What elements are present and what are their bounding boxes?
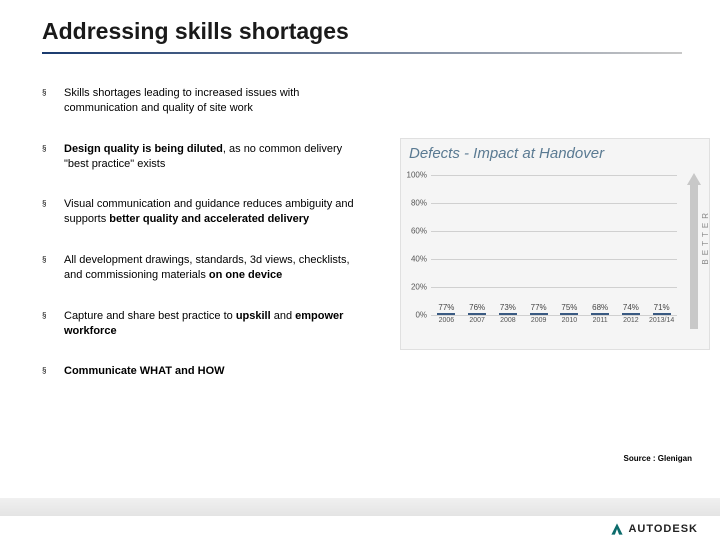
bullet-text: Communicate WHAT and HOW [64,364,225,379]
autodesk-logo: AUTODESK [610,522,698,536]
bullet-mark: § [42,309,64,339]
bullet-text: Capture and share best practice to upski… [64,309,362,339]
title-underline [42,52,682,54]
xlabel: 2009 [523,317,554,324]
gridline [431,203,677,204]
bullet-item: §Capture and share best practice to upsk… [42,309,362,339]
ytick-label: 20% [411,283,427,292]
gridline [431,231,677,232]
bar-value-label: 73% [500,303,516,312]
chart-title: Defects - Impact at Handover [409,145,604,162]
bullet-text: All development drawings, standards, 3d … [64,253,362,283]
bullet-text: Skills shortages leading to increased is… [64,86,362,116]
autodesk-logo-icon [610,522,624,536]
bar-value-label: 76% [469,303,485,312]
defects-chart: Defects - Impact at Handover 77%76%73%77… [400,138,710,350]
bullet-list: §Skills shortages leading to increased i… [42,86,362,405]
bullet-mark: § [42,197,64,227]
bullet-mark: § [42,142,64,172]
ytick-label: 40% [411,255,427,264]
gridline [431,259,677,260]
chart-xlabels: 20062007200820092010201120122013/14 [431,317,677,324]
bullet-text: Visual communication and guidance reduce… [64,197,362,227]
bullet-item: §All development drawings, standards, 3d… [42,253,362,283]
better-arrow [687,173,701,329]
bullet-mark: § [42,364,64,379]
bullet-item: §Design quality is being diluted, as no … [42,142,362,172]
xlabel: 2006 [431,317,462,324]
bar-value-label: 74% [623,303,639,312]
bar-value-label: 68% [592,303,608,312]
source-text: Source : Glenigan [624,454,692,463]
bar-value-label: 77% [438,303,454,312]
bullet-item: §Visual communication and guidance reduc… [42,197,362,227]
xlabel: 2008 [493,317,524,324]
gridline [431,175,677,176]
xlabel: 2007 [462,317,493,324]
xlabel: 2013/14 [646,317,677,324]
xlabel: 2010 [554,317,585,324]
autodesk-logo-text: AUTODESK [628,523,698,535]
gridline [431,287,677,288]
ytick-label: 60% [411,227,427,236]
chart-plot: 77%76%73%77%75%68%74%71% 0%20%40%60%80%1… [431,175,677,315]
bar-value-label: 75% [561,303,577,312]
bullet-mark: § [42,253,64,283]
chart-bars: 77% 76% 73% 77% 75% 68% 74% 71% [431,175,677,315]
xlabel: 2012 [616,317,647,324]
bar-value-label: 77% [531,303,547,312]
bar-value-label: 71% [654,303,670,312]
gridline [431,315,677,316]
ytick-label: 80% [411,199,427,208]
ytick-label: 100% [407,171,427,180]
bullet-item: §Skills shortages leading to increased i… [42,86,362,116]
bullet-mark: § [42,86,64,116]
footer-band [0,498,720,516]
ytick-label: 0% [415,311,427,320]
xlabel: 2011 [585,317,616,324]
bullet-item: §Communicate WHAT and HOW [42,364,362,379]
better-label: BETTER [701,209,710,265]
slide-title: Addressing skills shortages [42,18,349,45]
bullet-text: Design quality is being diluted, as no c… [64,142,362,172]
